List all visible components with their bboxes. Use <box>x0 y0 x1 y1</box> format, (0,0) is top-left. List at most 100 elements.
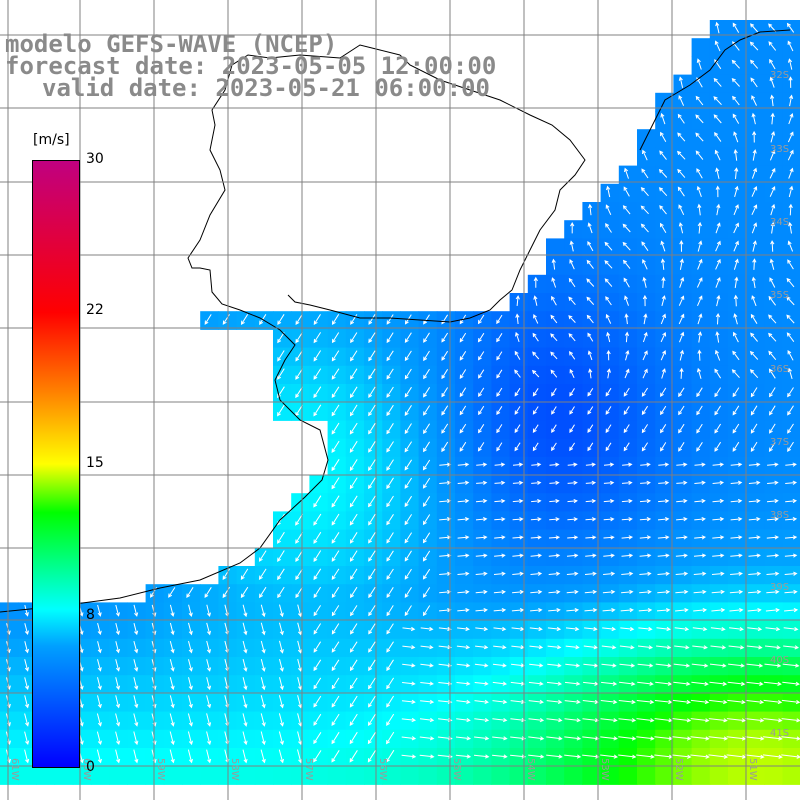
wind-speed-cell <box>436 602 456 622</box>
colorbar-tick: 0 <box>86 759 95 775</box>
wind-arrow <box>714 441 722 452</box>
wind-arrow <box>643 313 648 325</box>
wind-arrow <box>423 332 430 343</box>
wind-speed-cell <box>764 547 784 567</box>
wind-arrow <box>715 331 720 343</box>
wind-speed-cell <box>673 74 693 94</box>
wind-arrow <box>734 276 739 289</box>
wind-speed-cell <box>637 547 656 567</box>
wind-speed-cell <box>109 711 128 731</box>
wind-speed-cell <box>309 384 329 403</box>
wind-arrow <box>188 640 193 654</box>
wind-arrow <box>568 315 576 323</box>
wind-speed-cell <box>637 420 656 440</box>
wind-arrow <box>368 314 376 325</box>
wind-arrow <box>295 332 303 344</box>
wind-arrow <box>368 532 376 544</box>
wind-arrow <box>349 404 358 417</box>
wind-arrow <box>748 462 761 467</box>
wind-arrow <box>569 259 575 270</box>
wind-speed-cell <box>145 657 165 676</box>
wind-arrow <box>551 295 557 306</box>
wind-arrow <box>529 626 543 632</box>
wind-speed-cell <box>764 420 784 440</box>
wind-arrow <box>457 535 470 540</box>
wind-arrow <box>331 605 340 617</box>
wind-speed-cell <box>436 402 456 421</box>
wind-arrow <box>331 513 340 526</box>
wind-arrow <box>641 442 649 452</box>
wind-speed-cell <box>327 638 347 658</box>
wind-arrow <box>368 677 376 690</box>
wind-speed-cell <box>291 329 310 349</box>
wind-speed-cell <box>564 493 583 512</box>
wind-speed-cell <box>618 347 638 367</box>
wind-speed-cell <box>564 748 583 767</box>
wind-arrow <box>115 695 121 709</box>
wind-arrow <box>401 754 417 759</box>
wind-speed-cell <box>509 547 529 567</box>
wind-speed-cell <box>291 748 310 767</box>
wind-arrow <box>514 350 521 360</box>
wind-speed-cell <box>782 693 800 713</box>
wind-speed-cell <box>691 566 711 585</box>
wind-speed-cell <box>345 711 365 731</box>
wind-speed-cell <box>382 420 401 440</box>
wind-speed-cell <box>509 293 529 312</box>
wind-speed-cell <box>509 402 529 421</box>
wind-arrow <box>368 513 376 526</box>
wind-speed-cell <box>491 657 511 676</box>
wind-speed-cell <box>564 620 583 640</box>
wind-arrow <box>709 681 728 686</box>
wind-speed-cell <box>436 420 456 440</box>
wind-arrow <box>769 405 776 416</box>
wind-arrow <box>24 731 30 745</box>
wind-speed-cell <box>600 602 620 622</box>
wind-speed-cell <box>655 675 674 694</box>
wind-speed-cell <box>709 748 729 767</box>
wind-speed-cell <box>0 693 19 713</box>
wind-speed-cell <box>0 602 19 622</box>
wind-arrow <box>97 677 102 691</box>
wind-speed-cell <box>691 274 711 294</box>
wind-arrow <box>551 406 557 415</box>
wind-arrow <box>242 695 248 709</box>
wind-arrow <box>456 663 471 668</box>
wind-speed-cell <box>509 711 529 731</box>
wind-arrow <box>787 349 794 361</box>
wind-speed-cell <box>709 729 729 749</box>
wind-arrow <box>786 314 795 324</box>
wind-speed-cell <box>236 311 256 330</box>
wind-speed-cell <box>473 402 492 421</box>
wind-arrow <box>24 695 30 709</box>
wind-speed-cell <box>473 420 492 440</box>
wind-speed-cell <box>309 638 329 658</box>
wind-speed-cell <box>691 256 711 276</box>
wind-speed-cell <box>273 311 292 330</box>
wind-speed-cell <box>673 92 693 112</box>
wind-speed-cell <box>709 384 729 403</box>
wind-arrow <box>531 369 540 378</box>
wind-speed-cell <box>527 620 547 640</box>
wind-speed-cell <box>418 693 438 713</box>
latitude-label: 33S <box>770 144 789 155</box>
wind-arrow <box>788 203 793 216</box>
wind-arrow <box>97 641 102 654</box>
wind-arrow <box>350 314 358 325</box>
wind-speed-cell <box>728 438 747 458</box>
wind-speed-cell <box>564 256 583 276</box>
wind-speed-cell <box>418 638 438 658</box>
wind-arrow <box>551 258 556 270</box>
wind-speed-cell <box>691 529 711 549</box>
wind-arrow <box>587 424 594 433</box>
wind-speed-cell <box>509 511 529 531</box>
wind-speed-cell <box>127 602 147 622</box>
wind-arrow <box>747 607 762 613</box>
wind-arrow <box>474 717 490 723</box>
wind-arrow <box>624 295 629 306</box>
wind-arrow <box>750 313 758 324</box>
wind-speed-cell <box>673 438 693 458</box>
wind-speed-cell <box>109 638 128 658</box>
